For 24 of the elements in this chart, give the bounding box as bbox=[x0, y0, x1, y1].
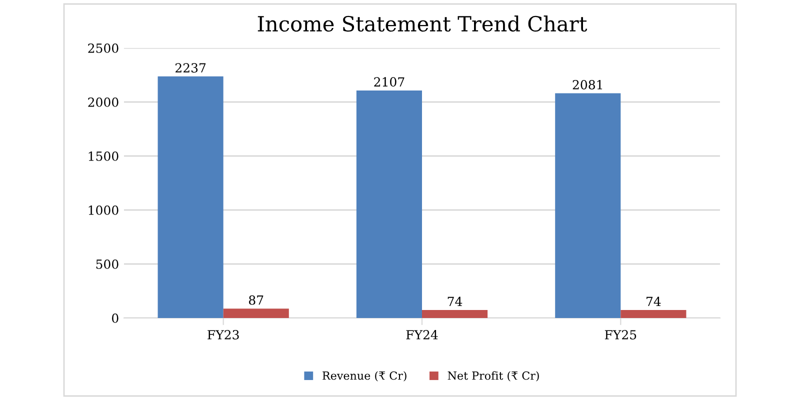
chart-title: Income Statement Trend Chart bbox=[258, 16, 588, 32]
legend-label: Revenue (₹ Cr) bbox=[322, 371, 406, 382]
x-tick-label: FY24 bbox=[406, 330, 438, 340]
y-tick-label: 2000 bbox=[88, 97, 118, 107]
y-tick-label: 0 bbox=[112, 313, 118, 323]
bar bbox=[620, 310, 686, 318]
y-tick-label: 2500 bbox=[88, 43, 118, 53]
y-tick-label: 500 bbox=[96, 259, 118, 269]
x-tick-label: FY25 bbox=[604, 330, 636, 340]
data-label: 2081 bbox=[572, 80, 602, 90]
data-label: 87 bbox=[248, 295, 264, 305]
data-label: 2107 bbox=[374, 77, 404, 87]
bar bbox=[356, 90, 422, 318]
y-tick-label: 1500 bbox=[88, 151, 118, 161]
bar bbox=[158, 76, 224, 318]
data-label: 74 bbox=[646, 296, 661, 306]
y-tick-label: 1000 bbox=[88, 205, 118, 215]
bar bbox=[223, 308, 289, 318]
legend-label: Net Profit (₹ Cr) bbox=[448, 371, 539, 382]
bar bbox=[555, 93, 621, 318]
x-tick-label: FY23 bbox=[208, 330, 239, 340]
bar bbox=[422, 310, 488, 318]
data-label: 74 bbox=[448, 296, 462, 306]
data-label: 2237 bbox=[175, 63, 206, 73]
